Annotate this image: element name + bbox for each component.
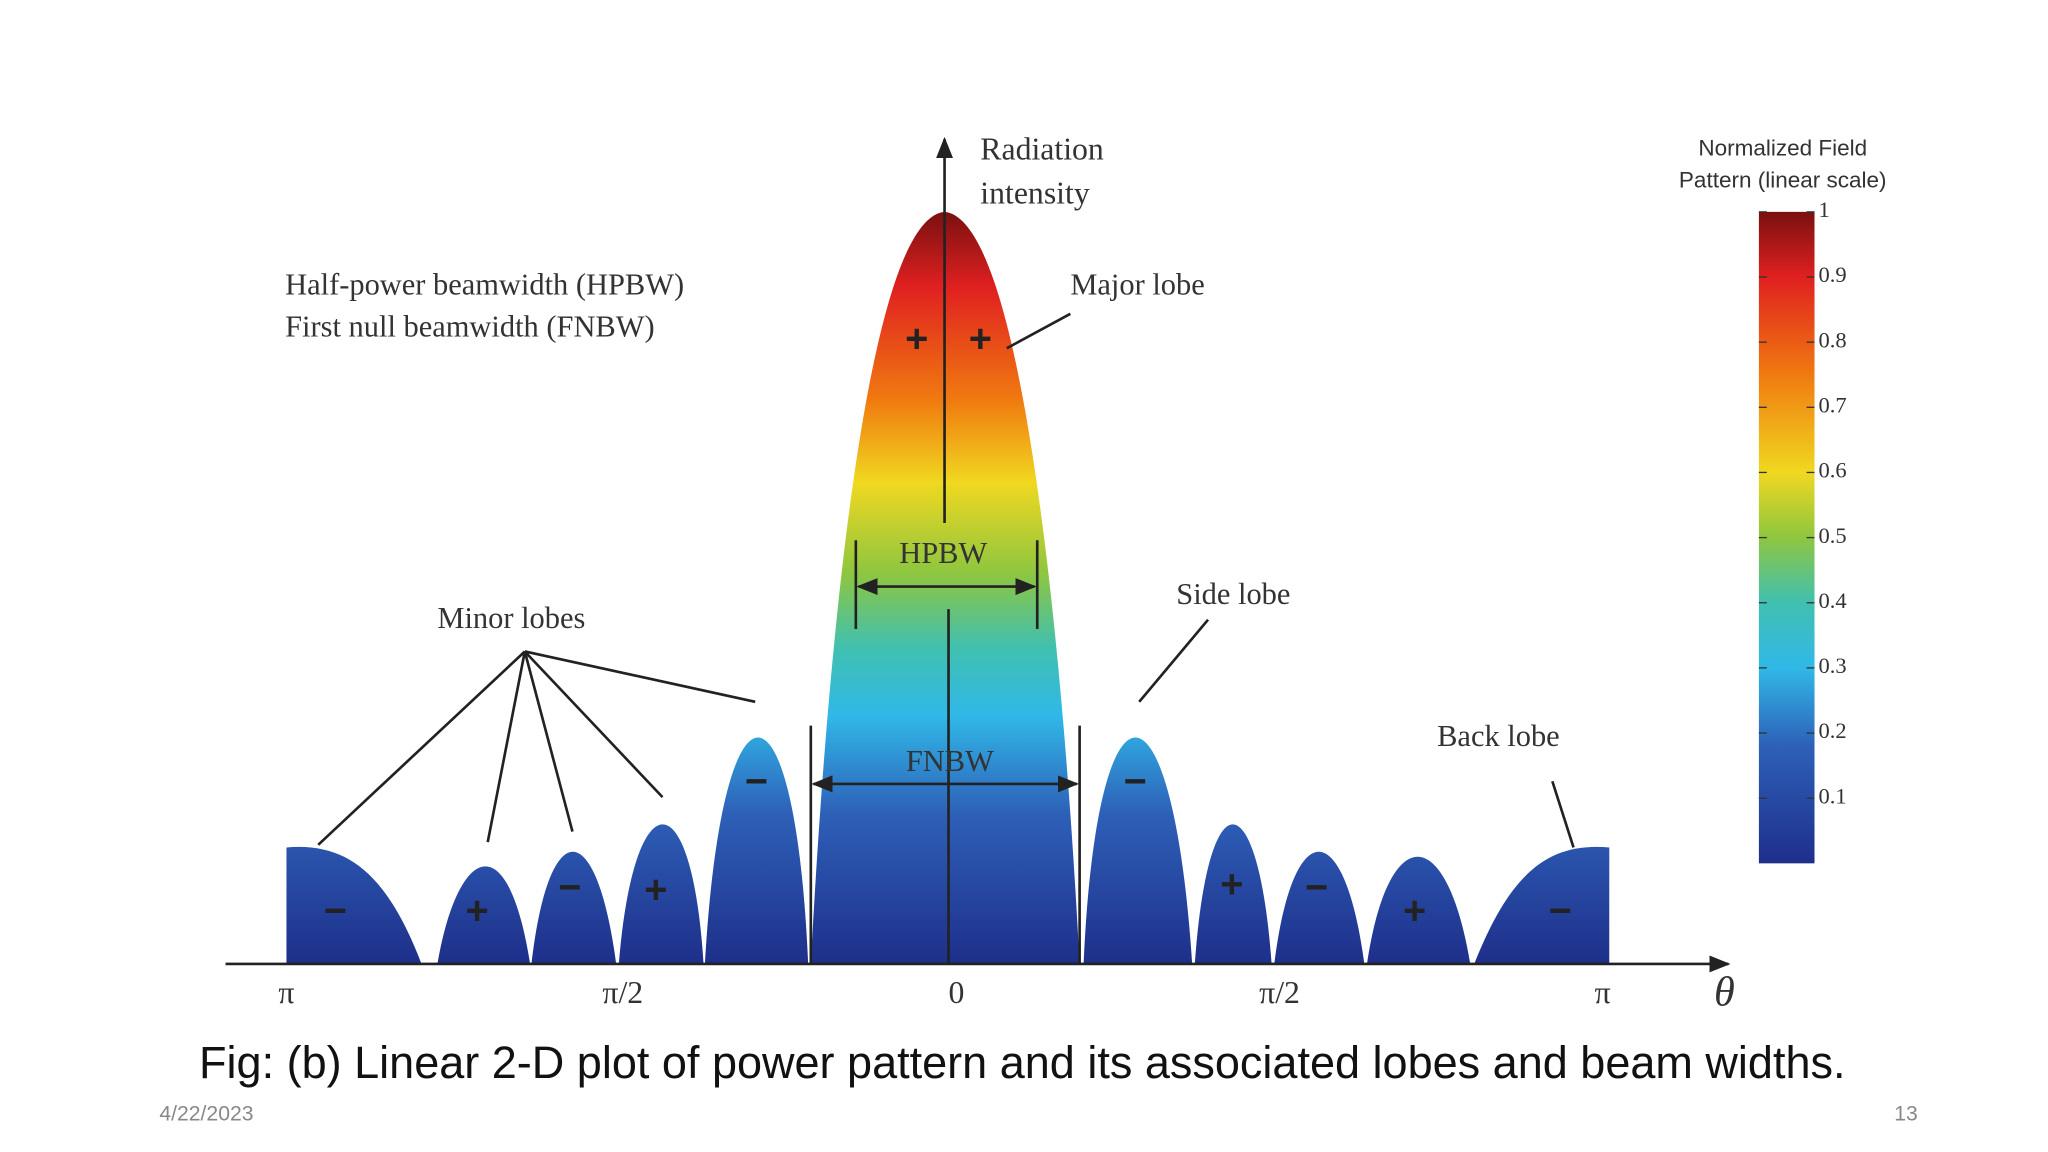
sign: − bbox=[324, 889, 347, 933]
colorbar-tick-label: 0.5 bbox=[1818, 523, 1846, 548]
colorbar-tick-label: 0.1 bbox=[1818, 783, 1846, 808]
back-lobe bbox=[286, 846, 422, 964]
colorbar-tick-label: 0.8 bbox=[1818, 327, 1846, 352]
minor-lobe bbox=[704, 737, 809, 964]
x-tick-label: π bbox=[1595, 975, 1611, 1010]
annotation: FNBW bbox=[906, 744, 994, 778]
annotation: Major lobe bbox=[1070, 267, 1204, 301]
lobes bbox=[286, 211, 1610, 964]
sign: + bbox=[644, 868, 667, 912]
footer-date: 4/22/2023 bbox=[159, 1103, 253, 1126]
axis-label: Radiation bbox=[980, 132, 1104, 167]
minor-lobe bbox=[437, 866, 531, 964]
annotation: Side lobe bbox=[1176, 577, 1290, 611]
minor-lobe bbox=[531, 851, 617, 964]
sign: − bbox=[558, 865, 581, 909]
x-tick-label: π/2 bbox=[602, 975, 643, 1010]
footer-page: 13 bbox=[1894, 1103, 1918, 1126]
caption: Fig: (b) Linear 2-D plot of power patter… bbox=[199, 1037, 1845, 1088]
x-axis-label: θ bbox=[1714, 968, 1735, 1015]
sign: + bbox=[1220, 863, 1243, 907]
minor-lobe bbox=[618, 824, 704, 964]
colorbar-tick-label: 0.2 bbox=[1818, 718, 1846, 743]
back-lobe bbox=[1474, 846, 1610, 964]
x-tick-label: 0 bbox=[949, 975, 965, 1010]
sign: − bbox=[745, 759, 768, 803]
x-tick-label: π bbox=[278, 975, 294, 1010]
colorbar bbox=[1758, 211, 1815, 864]
minor-lobe bbox=[1274, 851, 1365, 964]
sign: − bbox=[1124, 759, 1147, 803]
colorbar-tick-label: 0.9 bbox=[1818, 262, 1846, 287]
axis-label: intensity bbox=[980, 175, 1090, 210]
colorbar-tick-label: 0.6 bbox=[1818, 458, 1846, 483]
x-tick-label: π/2 bbox=[1259, 975, 1300, 1010]
minor-lobe bbox=[1366, 856, 1471, 964]
sign: − bbox=[1305, 865, 1328, 909]
axes bbox=[225, 136, 1731, 973]
sign: + bbox=[905, 317, 928, 361]
sign: − bbox=[1549, 889, 1572, 933]
sign: + bbox=[969, 317, 992, 361]
annotation: HPBW bbox=[899, 536, 987, 570]
annotation: Back lobe bbox=[1437, 719, 1560, 753]
leader-lines bbox=[317, 312, 1575, 848]
legend-line: Half-power beamwidth (HPBW) bbox=[285, 267, 684, 301]
colorbar-title: Normalized Field bbox=[1698, 136, 1867, 161]
annotation: Minor lobes bbox=[437, 601, 585, 635]
legend-line: First null beamwidth (FNBW) bbox=[285, 310, 654, 344]
colorbar-tick-label: 0.3 bbox=[1818, 653, 1846, 678]
colorbar-tick-label: 0.7 bbox=[1818, 392, 1846, 417]
colorbar-tick-label: 0.4 bbox=[1818, 588, 1846, 613]
colorbar-tick-label: 1 bbox=[1818, 197, 1829, 222]
colorbar-title: Pattern (linear scale) bbox=[1679, 167, 1887, 192]
sign: + bbox=[466, 889, 489, 933]
side-lobe bbox=[1083, 737, 1193, 964]
minor-lobe bbox=[1194, 824, 1272, 964]
sign: + bbox=[1403, 889, 1426, 933]
